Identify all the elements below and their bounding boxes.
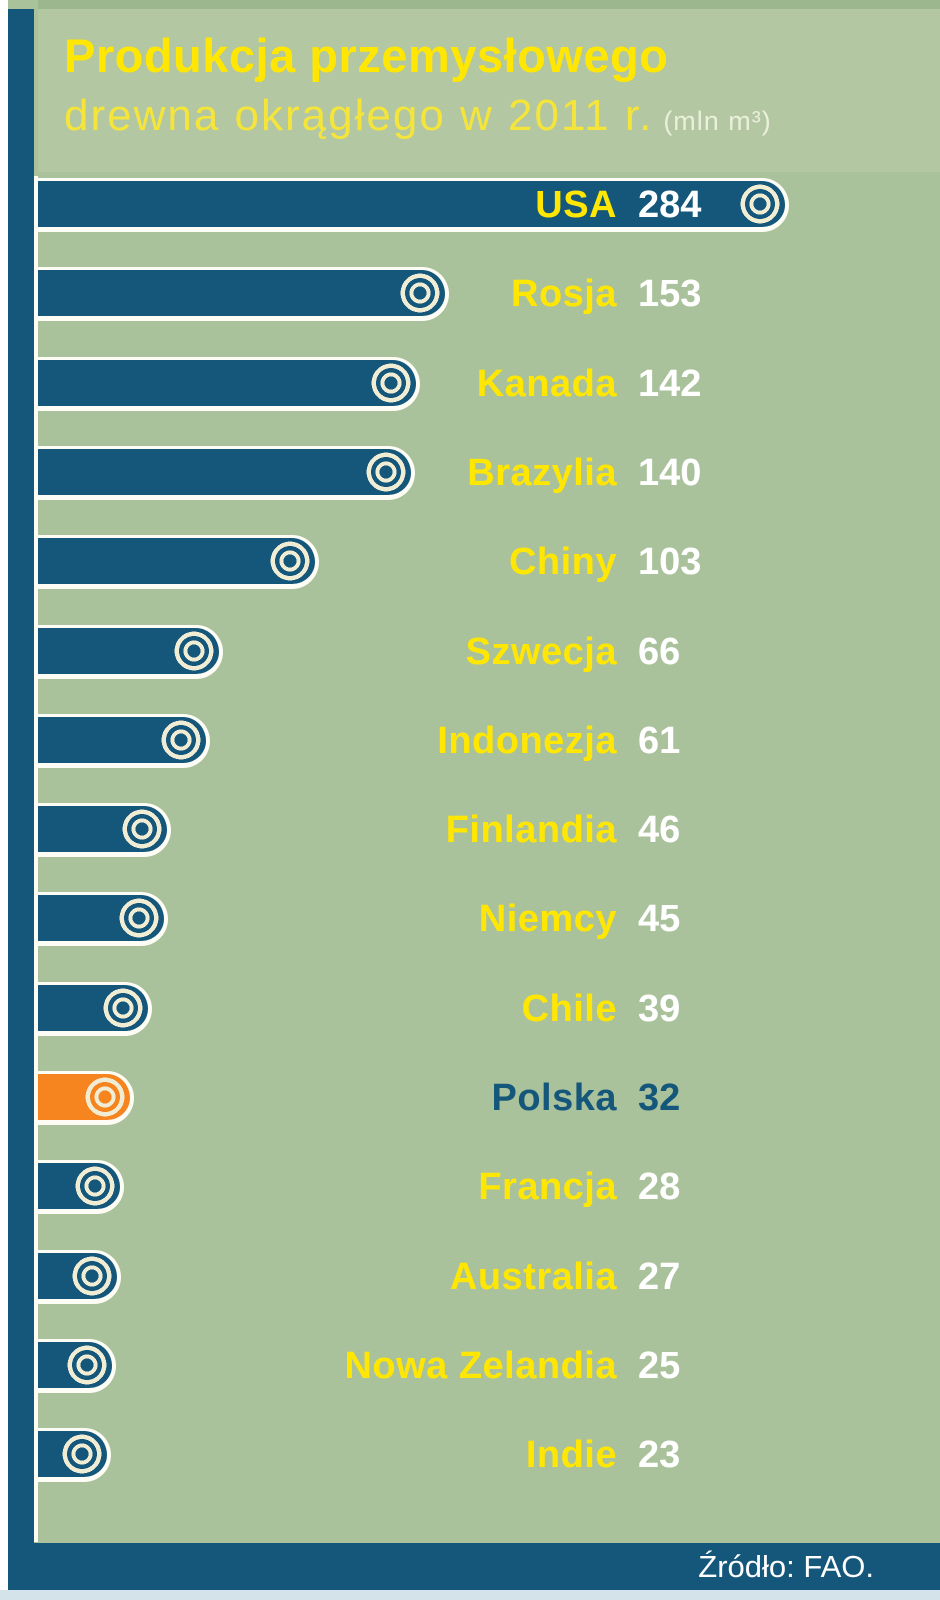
bar-niemcy: [38, 892, 168, 946]
log-end-rings-icon: [371, 363, 411, 403]
log-end-rings-icon: [72, 1256, 112, 1296]
bar-brazylia: [38, 446, 415, 500]
log-end-rings-icon: [270, 541, 310, 581]
bar-australia: [38, 1250, 121, 1304]
log-end-rings-icon: [174, 631, 214, 671]
chart-title-line2-text: drewna okrągłego w 2011 r.: [64, 91, 654, 140]
log-end-rings-icon: [67, 1345, 107, 1385]
bottom-margin-strip: [0, 1590, 940, 1600]
value-label: 28: [638, 1166, 681, 1208]
country-label: Szwecja: [465, 631, 617, 673]
source-footer: Źródło: FAO.: [8, 1543, 940, 1590]
bar-szwecja: [38, 625, 223, 679]
bar-finlandia: [38, 803, 171, 857]
log-end-rings-icon: [103, 988, 143, 1028]
country-label: USA: [535, 184, 617, 226]
log-end-rings-icon: [85, 1077, 125, 1117]
value-label: 46: [638, 809, 681, 851]
value-label: 27: [638, 1256, 681, 1298]
log-end-rings-icon: [119, 898, 159, 938]
bar-indonezja: [38, 714, 210, 768]
log-end-rings-icon: [400, 273, 440, 313]
country-label: Indonezja: [437, 720, 617, 762]
value-label: 32: [638, 1077, 681, 1119]
background-panel: [8, 0, 940, 1590]
value-label: 142: [638, 363, 702, 405]
value-label: 284: [638, 184, 702, 226]
chart-title-line2: drewna okrągłego w 2011 r. (mln m³): [64, 91, 924, 141]
bar-nowa-zelandia: [38, 1339, 116, 1393]
bar-indie: [38, 1428, 111, 1482]
bar-francja: [38, 1160, 124, 1214]
country-label: Indie: [525, 1434, 617, 1476]
country-label: Francja: [478, 1166, 617, 1208]
value-label: 66: [638, 631, 681, 673]
log-end-rings-icon: [62, 1434, 102, 1474]
value-label: 25: [638, 1345, 681, 1387]
bar-polska: [38, 1071, 134, 1125]
value-label: 103: [638, 541, 702, 583]
country-label: Chiny: [508, 541, 617, 583]
bar-chile: [38, 982, 152, 1036]
country-label: Kanada: [476, 363, 617, 405]
log-end-rings-icon: [75, 1166, 115, 1206]
value-label: 23: [638, 1434, 681, 1476]
log-end-rings-icon: [122, 809, 162, 849]
bar-kanada: [38, 357, 420, 411]
country-label: Chile: [521, 988, 617, 1030]
log-end-rings-icon: [740, 184, 780, 224]
country-label: Polska: [491, 1077, 617, 1119]
chart-title-line1: Produkcja przemysłowego: [64, 29, 669, 82]
country-label: Rosja: [511, 273, 617, 315]
country-label: Niemcy: [478, 898, 617, 940]
top-margin-strip: [38, 0, 940, 9]
value-label: 153: [638, 273, 702, 315]
value-label: 61: [638, 720, 681, 762]
value-label: 39: [638, 988, 681, 1030]
log-end-rings-icon: [366, 452, 406, 492]
bar-usa: [38, 178, 789, 232]
chart-unit-label: (mln m³): [663, 106, 772, 136]
country-label: Brazylia: [467, 452, 617, 494]
log-end-rings-icon: [161, 720, 201, 760]
left-axis-stripe: [8, 9, 34, 1590]
bar-baseline-gutter: [34, 176, 38, 1542]
bar-rosja: [38, 267, 449, 321]
country-label: Finlandia: [445, 809, 617, 851]
value-label: 45: [638, 898, 681, 940]
value-label: 140: [638, 452, 702, 494]
country-label: Nowa Zelandia: [344, 1345, 617, 1387]
left-white-margin: [0, 0, 8, 1590]
bar-chiny: [38, 535, 319, 589]
country-label: Australia: [449, 1256, 617, 1298]
title-panel: [38, 9, 940, 172]
chart-title-block: Produkcja przemysłowego drewna okrągłego…: [64, 28, 924, 141]
